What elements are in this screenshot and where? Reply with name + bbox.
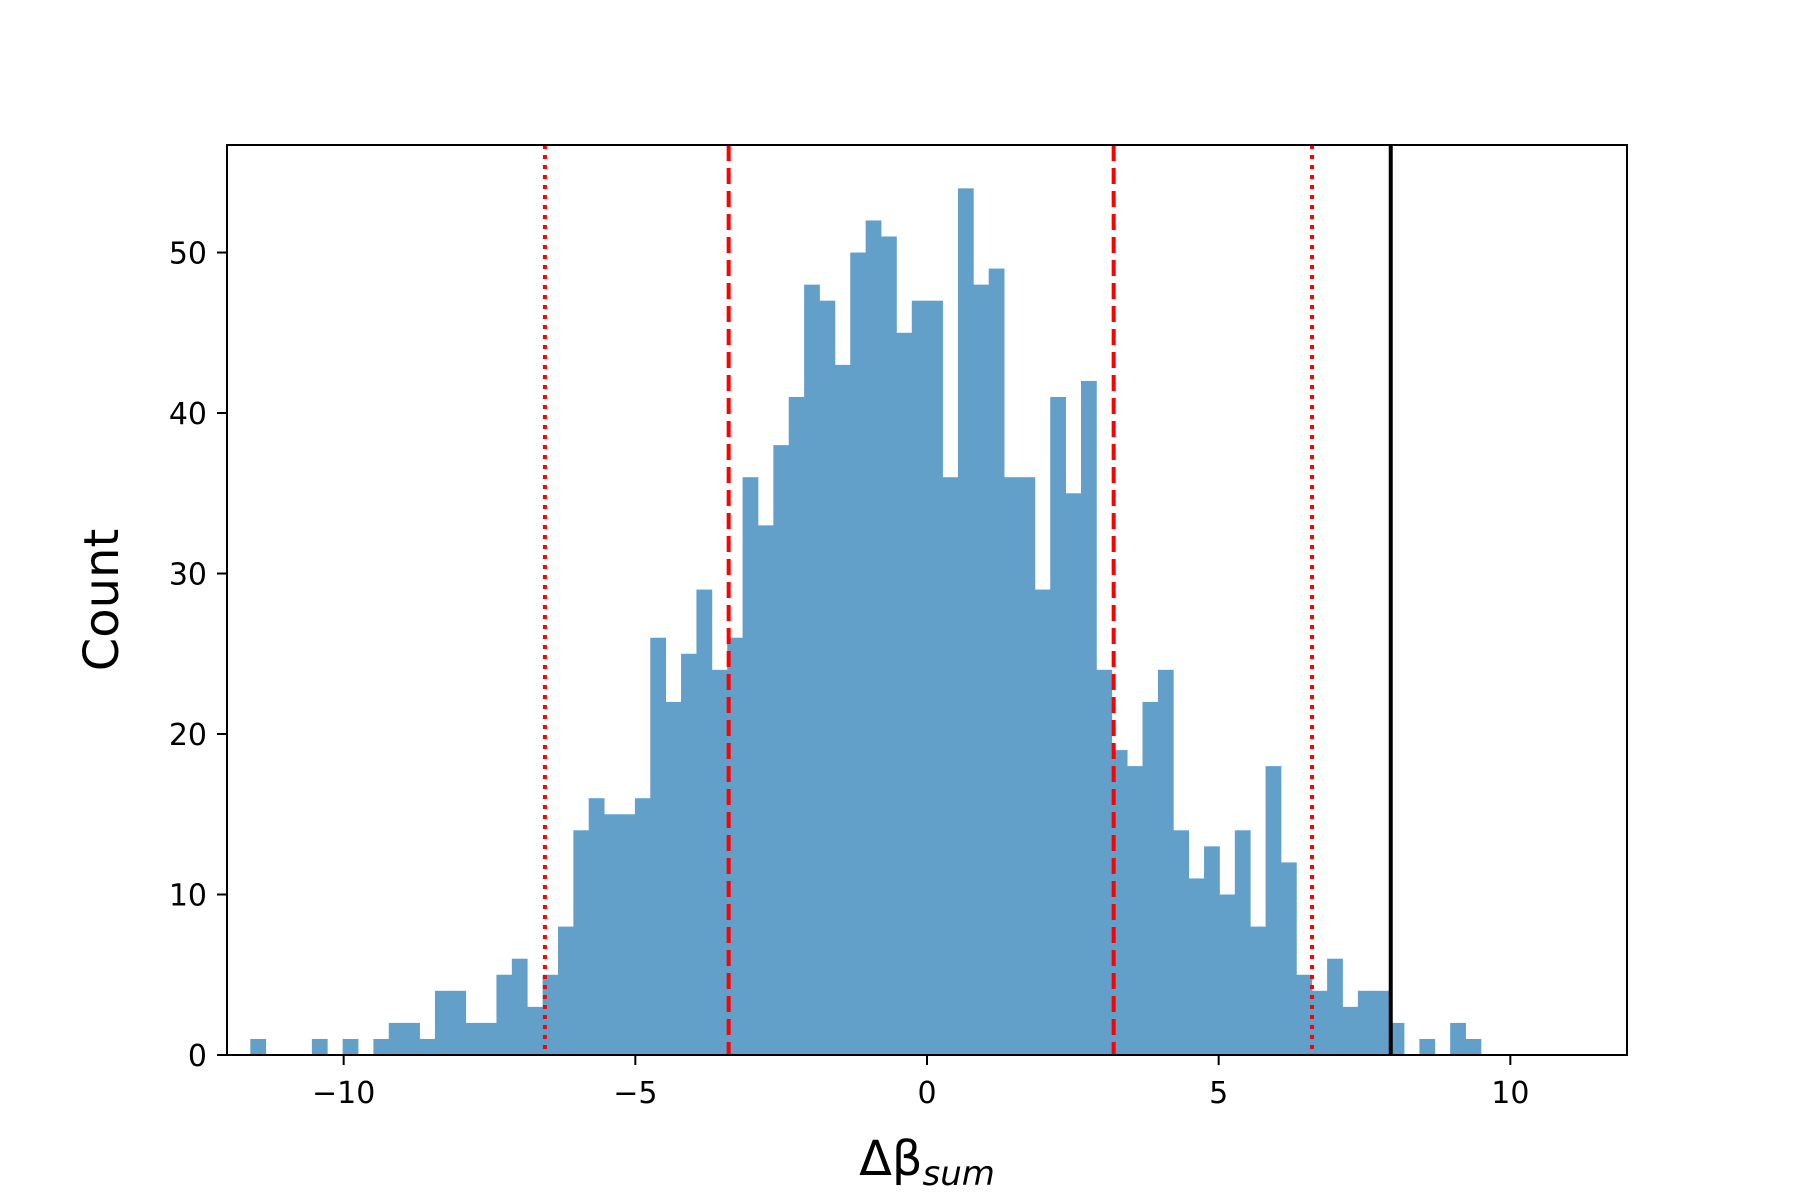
histogram-bar <box>250 1038 267 1055</box>
histogram-bar <box>573 830 590 1055</box>
histogram-bars <box>250 188 1482 1056</box>
histogram-bar <box>757 525 774 1055</box>
histogram-bar <box>496 974 513 1055</box>
x-tick-label: 0 <box>917 1076 936 1111</box>
histogram-bar <box>696 589 713 1055</box>
histogram-bar <box>819 300 836 1055</box>
y-tick-label: 20 <box>169 718 207 753</box>
histogram-bar <box>1111 750 1128 1055</box>
histogram-bar <box>388 1022 405 1055</box>
y-tick-label: 0 <box>188 1039 207 1074</box>
reference-lines <box>542 145 1393 1055</box>
x-axis-label-main: Δβ <box>859 1131 922 1187</box>
histogram-bar <box>1019 477 1036 1055</box>
histogram-bar <box>373 1038 390 1055</box>
histogram-bar <box>1296 974 1313 1055</box>
histogram-bar <box>588 798 605 1055</box>
histogram-bar <box>557 926 574 1055</box>
histogram-bar <box>419 1038 436 1055</box>
histogram-bar <box>665 701 682 1055</box>
histogram-bar <box>773 445 790 1056</box>
x-tick-label: −5 <box>613 1076 657 1111</box>
histogram-bar <box>311 1038 328 1055</box>
histogram-bar <box>681 653 697 1055</box>
histogram-bar <box>619 814 636 1055</box>
histogram-bar <box>973 284 990 1055</box>
histogram-bar <box>511 958 528 1055</box>
y-axis-label: Count <box>74 529 130 672</box>
histogram-bar <box>404 1022 420 1055</box>
histogram-bar <box>434 990 451 1055</box>
histogram-bar <box>1096 669 1113 1055</box>
histogram-bar <box>481 1022 497 1055</box>
histogram-bar <box>1050 396 1067 1055</box>
histogram-bar <box>711 669 728 1055</box>
histogram-bar <box>1234 830 1251 1055</box>
histogram-bar <box>650 637 667 1055</box>
histogram-bar <box>465 1022 482 1055</box>
histogram-bar <box>450 990 467 1055</box>
histogram-bar <box>542 974 559 1055</box>
histogram-bar <box>1311 990 1328 1055</box>
histogram-bar <box>742 477 759 1055</box>
histogram-bar <box>1450 1022 1466 1055</box>
histogram-bar <box>634 798 651 1055</box>
histogram-bar <box>1080 380 1097 1056</box>
histogram-bar <box>1004 477 1020 1055</box>
histogram-bar <box>988 268 1005 1055</box>
histogram-bar <box>1373 990 1390 1055</box>
x-tick-label: 10 <box>1491 1076 1529 1111</box>
histogram-bar <box>1204 846 1220 1055</box>
histogram-bar <box>865 220 882 1055</box>
histogram-bar <box>1250 926 1266 1055</box>
y-tick-label: 50 <box>169 237 207 272</box>
histogram-bar <box>1188 878 1205 1055</box>
histogram-bar <box>1465 1038 1482 1055</box>
histogram-bar <box>727 637 743 1055</box>
histogram-bar <box>1280 862 1297 1055</box>
histogram-bar <box>1265 766 1282 1055</box>
y-tick-label: 10 <box>169 879 207 914</box>
histogram-bar <box>834 364 851 1055</box>
histogram-bar <box>957 188 974 1056</box>
x-axis-label-subscript: sum <box>923 1154 995 1194</box>
histogram-bar <box>927 300 943 1055</box>
histogram-bar <box>1173 830 1190 1055</box>
histogram-bar <box>1142 701 1159 1055</box>
x-axis-ticks: −10 −5 0 5 10 <box>312 1055 1529 1111</box>
histogram-bar <box>896 332 913 1055</box>
histogram-bar <box>527 1006 544 1055</box>
histogram-bar <box>911 300 928 1055</box>
histogram-bar <box>604 814 620 1055</box>
histogram-bar <box>1219 894 1236 1055</box>
x-tick-label: −10 <box>312 1076 375 1111</box>
y-tick-label: 30 <box>169 558 207 593</box>
x-tick-label: 5 <box>1209 1076 1228 1111</box>
y-tick-label: 40 <box>169 397 207 432</box>
histogram-bar <box>804 284 820 1055</box>
histogram-bar <box>1327 958 1343 1055</box>
histogram-bar <box>1065 493 1082 1055</box>
histogram-bar <box>1034 589 1051 1055</box>
histogram-bar <box>850 252 867 1055</box>
x-axis-label: Δβsum <box>859 1131 995 1194</box>
histogram-bar <box>881 236 897 1056</box>
histogram-bar <box>1127 766 1143 1055</box>
histogram-bar <box>342 1038 359 1055</box>
histogram-bar <box>942 477 959 1055</box>
histogram-bar <box>1357 990 1374 1055</box>
histogram-bar <box>788 396 805 1055</box>
histogram-bar <box>1419 1038 1436 1055</box>
histogram-bar <box>1342 1006 1359 1055</box>
y-axis-ticks: 0 10 20 30 40 50 <box>169 237 227 1074</box>
histogram-bar <box>1157 669 1174 1055</box>
